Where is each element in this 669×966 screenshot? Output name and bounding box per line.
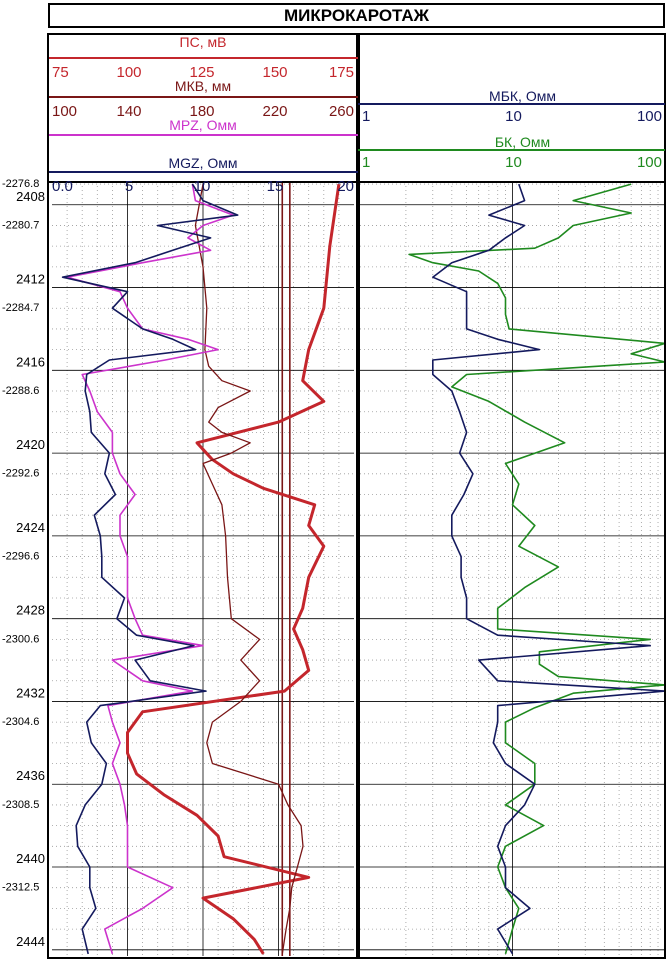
md-depth-label: 2440 [16,851,45,866]
tvd-depth-label: -2312.5 [2,882,39,894]
tvd-depth-label: -2288.6 [2,385,39,397]
mkv-scale-title: МКВ, мм [175,78,231,94]
ps-tick-label: 175 [329,64,354,81]
mkv-curve [194,183,304,954]
tvd-depth-label: -2280.7 [2,219,39,231]
ps-tick-label: 150 [262,64,287,81]
md-depth-label: 2412 [16,272,45,287]
left-track-border [47,33,360,959]
tvd-depth-label: -2308.5 [2,799,39,811]
mkv-tick-label: 140 [116,103,141,120]
tvd-depth-label: -2276.8 [2,178,39,190]
md-depth-label: 2416 [16,354,45,369]
md-depth-label: 2444 [16,934,45,949]
bk-curve [408,183,666,955]
md-depth-label: 2436 [16,768,45,783]
log-title-box: МИКРОКАРОТАЖ [48,3,665,28]
tvd-depth-label: -2296.6 [2,551,39,563]
mbk-curve [431,183,666,955]
mgz-tick-label: 15 [267,178,284,195]
mpz-curve [66,183,234,955]
tvd-depth-label: -2284.7 [2,302,39,314]
md-depth-label: 2420 [16,437,45,452]
mgz-tick-label: 5 [125,178,133,195]
log-title: МИКРОКАРОТАЖ [283,5,430,25]
mgz-curve [61,183,239,955]
mpz-scale-title: MPZ, Омм [169,117,236,133]
mgz-scale-title: MGZ, Омм [168,155,237,171]
right-header: МБК, Омм 1 10 100 БК, Омм 1 10 100 [358,88,665,171]
mbk-tick-label: 1 [362,108,370,125]
md-depth-label: 2428 [16,603,45,618]
left-header: ПС, мВ 75 100 125 150 175 МКВ, мм 100 140 180 220 2… [49,34,358,195]
mkv-tick-label: 100 [52,103,77,120]
mgz-tick-label: 0.0 [52,178,73,195]
mgz-tick-label: 10 [194,178,211,195]
mbk-scale-title: МБК, Омм [489,88,556,104]
right-track-border [356,33,666,959]
bk-scale-title: БК, Омм [495,134,550,150]
md-depth-label: 2408 [16,189,45,204]
md-depth-label: 2424 [16,520,45,535]
tvd-depth-label: -2304.6 [2,716,39,728]
md-depth-label: 2432 [16,685,45,700]
depth-labels: 2408 2412 2416 2420 2424 2428 2432 2436 2440 2444… [2,178,45,949]
bk-tick-label: 10 [505,154,522,171]
mkv-tick-label: 180 [189,103,214,120]
mbk-tick-label: 10 [505,108,522,125]
ps-tick-label: 125 [189,64,214,81]
mkv-tick-label: 260 [329,103,354,120]
mkv-tick-label: 220 [262,103,287,120]
bk-tick-label: 100 [637,154,662,171]
tvd-depth-label: -2300.6 [2,633,39,645]
tvd-depth-label: -2292.6 [2,468,39,480]
ps-tick-label: 75 [52,64,69,81]
mgz-tick-label: 20 [337,178,354,195]
ps-tick-label: 100 [116,64,141,81]
mbk-tick-label: 100 [637,108,662,125]
ps-curve [126,183,341,955]
bk-tick-label: 1 [362,154,370,171]
ps-scale-title: ПС, мВ [180,34,227,50]
